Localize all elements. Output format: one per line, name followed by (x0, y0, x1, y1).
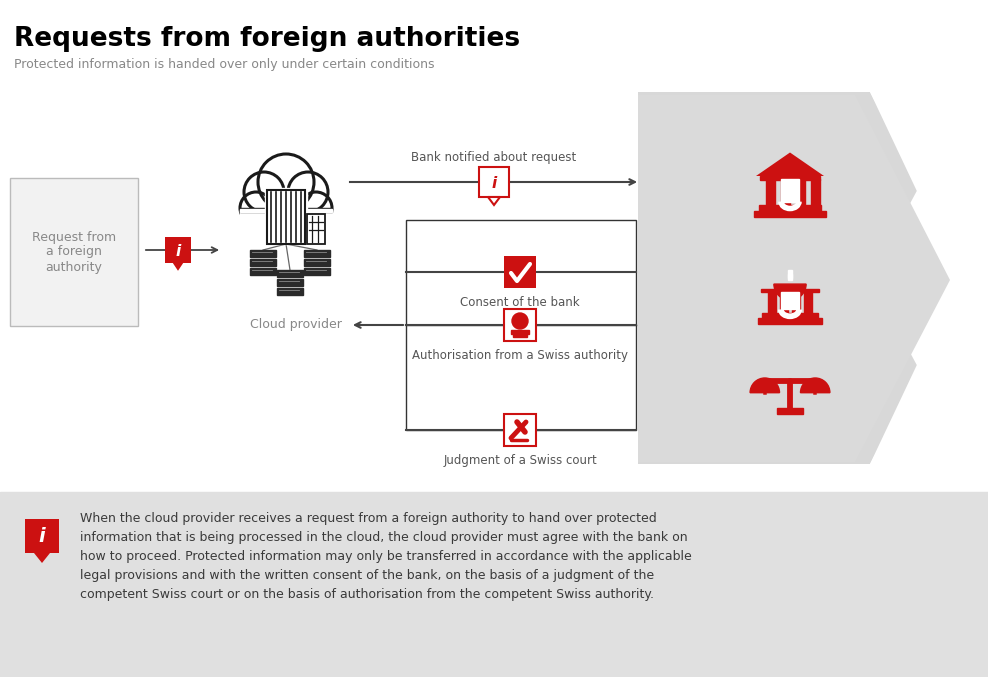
Wedge shape (750, 378, 780, 393)
Bar (513, 334, 527, 337)
Circle shape (512, 313, 528, 329)
Polygon shape (638, 92, 958, 464)
Bar (265, 188, 307, 244)
Text: Requests from foreign authorities: Requests from foreign authorities (14, 26, 520, 52)
Bar (304, 250, 330, 257)
Bar (240, 208, 332, 212)
Text: Protected information is handed over only under certain conditions: Protected information is handed over onl… (14, 58, 435, 71)
Text: competent Swiss court or on the basis of authorisation from the competent Swiss : competent Swiss court or on the basis of… (80, 588, 654, 601)
Circle shape (258, 154, 314, 210)
Bar (791, 292, 800, 314)
Bar (811, 179, 820, 206)
Bar (504, 309, 536, 341)
Bar (25, 519, 59, 553)
Polygon shape (488, 197, 500, 205)
Circle shape (240, 192, 272, 224)
Polygon shape (34, 553, 50, 563)
Bar (787, 274, 792, 278)
Polygon shape (173, 263, 183, 271)
Bar (250, 259, 276, 266)
Text: When the cloud provider receives a request from a foreign authority to hand over: When the cloud provider receives a reque… (80, 512, 657, 525)
Bar (277, 270, 303, 277)
Bar (768, 292, 777, 314)
Bar (267, 190, 305, 244)
Bar (763, 313, 818, 319)
Bar (766, 179, 775, 206)
Text: legal provisions and with the written consent of the bank, on the basis of a jud: legal provisions and with the written co… (80, 569, 654, 582)
Bar (250, 268, 276, 275)
Bar (307, 214, 325, 244)
Text: Authorisation from a Swiss authority: Authorisation from a Swiss authority (412, 349, 628, 362)
Text: information that is being processed in the cloud, the cloud provider must agree : information that is being processed in t… (80, 531, 688, 544)
Circle shape (300, 192, 332, 224)
Bar (277, 288, 303, 295)
Bar (10, 178, 138, 326)
Bar (504, 414, 536, 446)
Wedge shape (774, 284, 806, 300)
Bar (788, 270, 792, 280)
Wedge shape (800, 378, 830, 393)
Text: i: i (176, 244, 181, 259)
Polygon shape (870, 278, 988, 464)
Bar (406, 220, 636, 430)
Bar (307, 214, 325, 244)
Bar (781, 179, 799, 202)
Bar (479, 167, 509, 197)
Bar (0, 492, 988, 677)
Bar (511, 330, 529, 334)
Bar (250, 250, 276, 257)
Bar (240, 209, 332, 212)
Bar (777, 408, 803, 414)
Bar (277, 279, 303, 286)
Text: Bank notified about request: Bank notified about request (411, 151, 577, 164)
Bar (760, 176, 820, 180)
Text: Request from
a foreign
authority: Request from a foreign authority (32, 230, 116, 274)
Polygon shape (638, 95, 950, 462)
Text: Consent of the bank: Consent of the bank (460, 296, 580, 309)
Polygon shape (756, 152, 824, 176)
Bar (754, 211, 826, 217)
Bar (781, 179, 790, 206)
Bar (304, 259, 330, 266)
Bar (504, 256, 536, 288)
FancyBboxPatch shape (165, 237, 191, 263)
Bar (780, 292, 788, 314)
Bar (759, 205, 821, 211)
Circle shape (244, 172, 284, 212)
Text: how to proceed. Protected information may only be transferred in accordance with: how to proceed. Protected information ma… (80, 550, 692, 563)
Bar (758, 318, 822, 324)
Text: Cloud provider: Cloud provider (250, 318, 342, 331)
Bar (804, 292, 812, 314)
Polygon shape (870, 92, 988, 278)
Bar (781, 292, 799, 309)
Bar (762, 288, 818, 292)
Text: i: i (491, 175, 497, 190)
Circle shape (288, 172, 328, 212)
Bar (240, 210, 332, 230)
Text: i: i (39, 527, 45, 546)
Text: Judgment of a Swiss court: Judgment of a Swiss court (444, 454, 597, 467)
Bar (796, 179, 805, 206)
Bar (304, 268, 330, 275)
